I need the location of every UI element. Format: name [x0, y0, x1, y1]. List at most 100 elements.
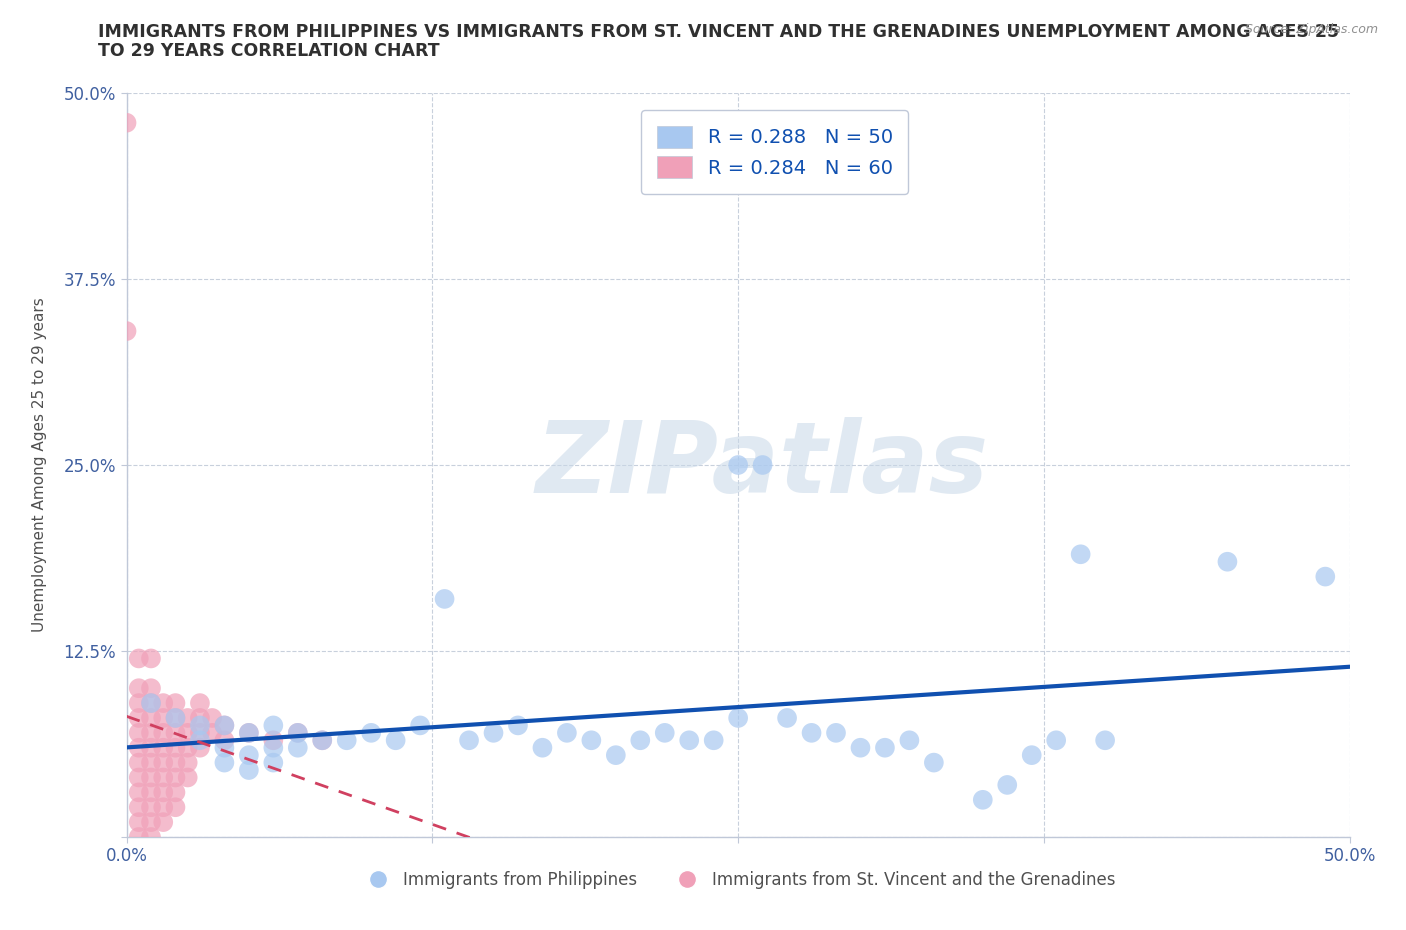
Point	[152, 770, 174, 785]
Point	[238, 725, 260, 740]
Point	[139, 681, 162, 696]
Point	[115, 115, 138, 130]
Point	[1070, 547, 1092, 562]
Point	[409, 718, 432, 733]
Point	[727, 458, 749, 472]
Point	[188, 711, 211, 725]
Point	[287, 740, 309, 755]
Point	[152, 696, 174, 711]
Point	[128, 725, 150, 740]
Point	[139, 770, 162, 785]
Point	[384, 733, 406, 748]
Point	[165, 711, 187, 725]
Point	[165, 696, 187, 711]
Point	[152, 711, 174, 725]
Point	[177, 755, 200, 770]
Point	[201, 725, 224, 740]
Point	[238, 763, 260, 777]
Point	[139, 651, 162, 666]
Point	[177, 770, 200, 785]
Point	[128, 830, 150, 844]
Point	[531, 740, 554, 755]
Y-axis label: Unemployment Among Ages 25 to 29 years: Unemployment Among Ages 25 to 29 years	[32, 298, 46, 632]
Point	[1094, 733, 1116, 748]
Point	[311, 733, 333, 748]
Point	[433, 591, 456, 606]
Legend: Immigrants from Philippines, Immigrants from St. Vincent and the Grenadines: Immigrants from Philippines, Immigrants …	[354, 864, 1122, 896]
Point	[128, 815, 150, 830]
Point	[201, 711, 224, 725]
Point	[152, 785, 174, 800]
Text: ZIPatlas: ZIPatlas	[536, 417, 990, 513]
Point	[152, 740, 174, 755]
Point	[177, 711, 200, 725]
Point	[922, 755, 945, 770]
Point	[152, 800, 174, 815]
Point	[128, 785, 150, 800]
Point	[139, 800, 162, 815]
Point	[139, 711, 162, 725]
Point	[703, 733, 725, 748]
Point	[188, 733, 211, 748]
Point	[177, 740, 200, 755]
Point	[311, 733, 333, 748]
Point	[165, 770, 187, 785]
Point	[214, 718, 236, 733]
Point	[139, 696, 162, 711]
Point	[139, 815, 162, 830]
Point	[128, 800, 150, 815]
Point	[238, 748, 260, 763]
Point	[654, 725, 676, 740]
Point	[139, 725, 162, 740]
Point	[152, 725, 174, 740]
Point	[165, 800, 187, 815]
Point	[139, 740, 162, 755]
Point	[678, 733, 700, 748]
Point	[214, 755, 236, 770]
Point	[165, 785, 187, 800]
Point	[995, 777, 1018, 792]
Point	[751, 458, 773, 472]
Point	[1315, 569, 1337, 584]
Point	[115, 324, 138, 339]
Point	[287, 725, 309, 740]
Point	[849, 740, 872, 755]
Point	[1216, 554, 1239, 569]
Text: Source: ZipAtlas.com: Source: ZipAtlas.com	[1244, 23, 1378, 36]
Point	[972, 792, 994, 807]
Point	[128, 696, 150, 711]
Point	[165, 740, 187, 755]
Point	[262, 718, 284, 733]
Point	[262, 740, 284, 755]
Point	[214, 718, 236, 733]
Point	[628, 733, 651, 748]
Point	[128, 651, 150, 666]
Point	[605, 748, 627, 763]
Point	[188, 696, 211, 711]
Text: TO 29 YEARS CORRELATION CHART: TO 29 YEARS CORRELATION CHART	[98, 42, 440, 60]
Point	[262, 755, 284, 770]
Point	[873, 740, 896, 755]
Point	[898, 733, 921, 748]
Point	[360, 725, 382, 740]
Point	[188, 725, 211, 740]
Point	[238, 725, 260, 740]
Point	[188, 718, 211, 733]
Point	[581, 733, 603, 748]
Point	[800, 725, 823, 740]
Point	[1021, 748, 1043, 763]
Point	[139, 696, 162, 711]
Point	[165, 755, 187, 770]
Point	[177, 725, 200, 740]
Point	[482, 725, 505, 740]
Point	[555, 725, 578, 740]
Point	[262, 733, 284, 748]
Point	[287, 725, 309, 740]
Point	[506, 718, 529, 733]
Point	[458, 733, 481, 748]
Point	[139, 785, 162, 800]
Point	[152, 815, 174, 830]
Point	[1045, 733, 1067, 748]
Point	[128, 740, 150, 755]
Point	[214, 740, 236, 755]
